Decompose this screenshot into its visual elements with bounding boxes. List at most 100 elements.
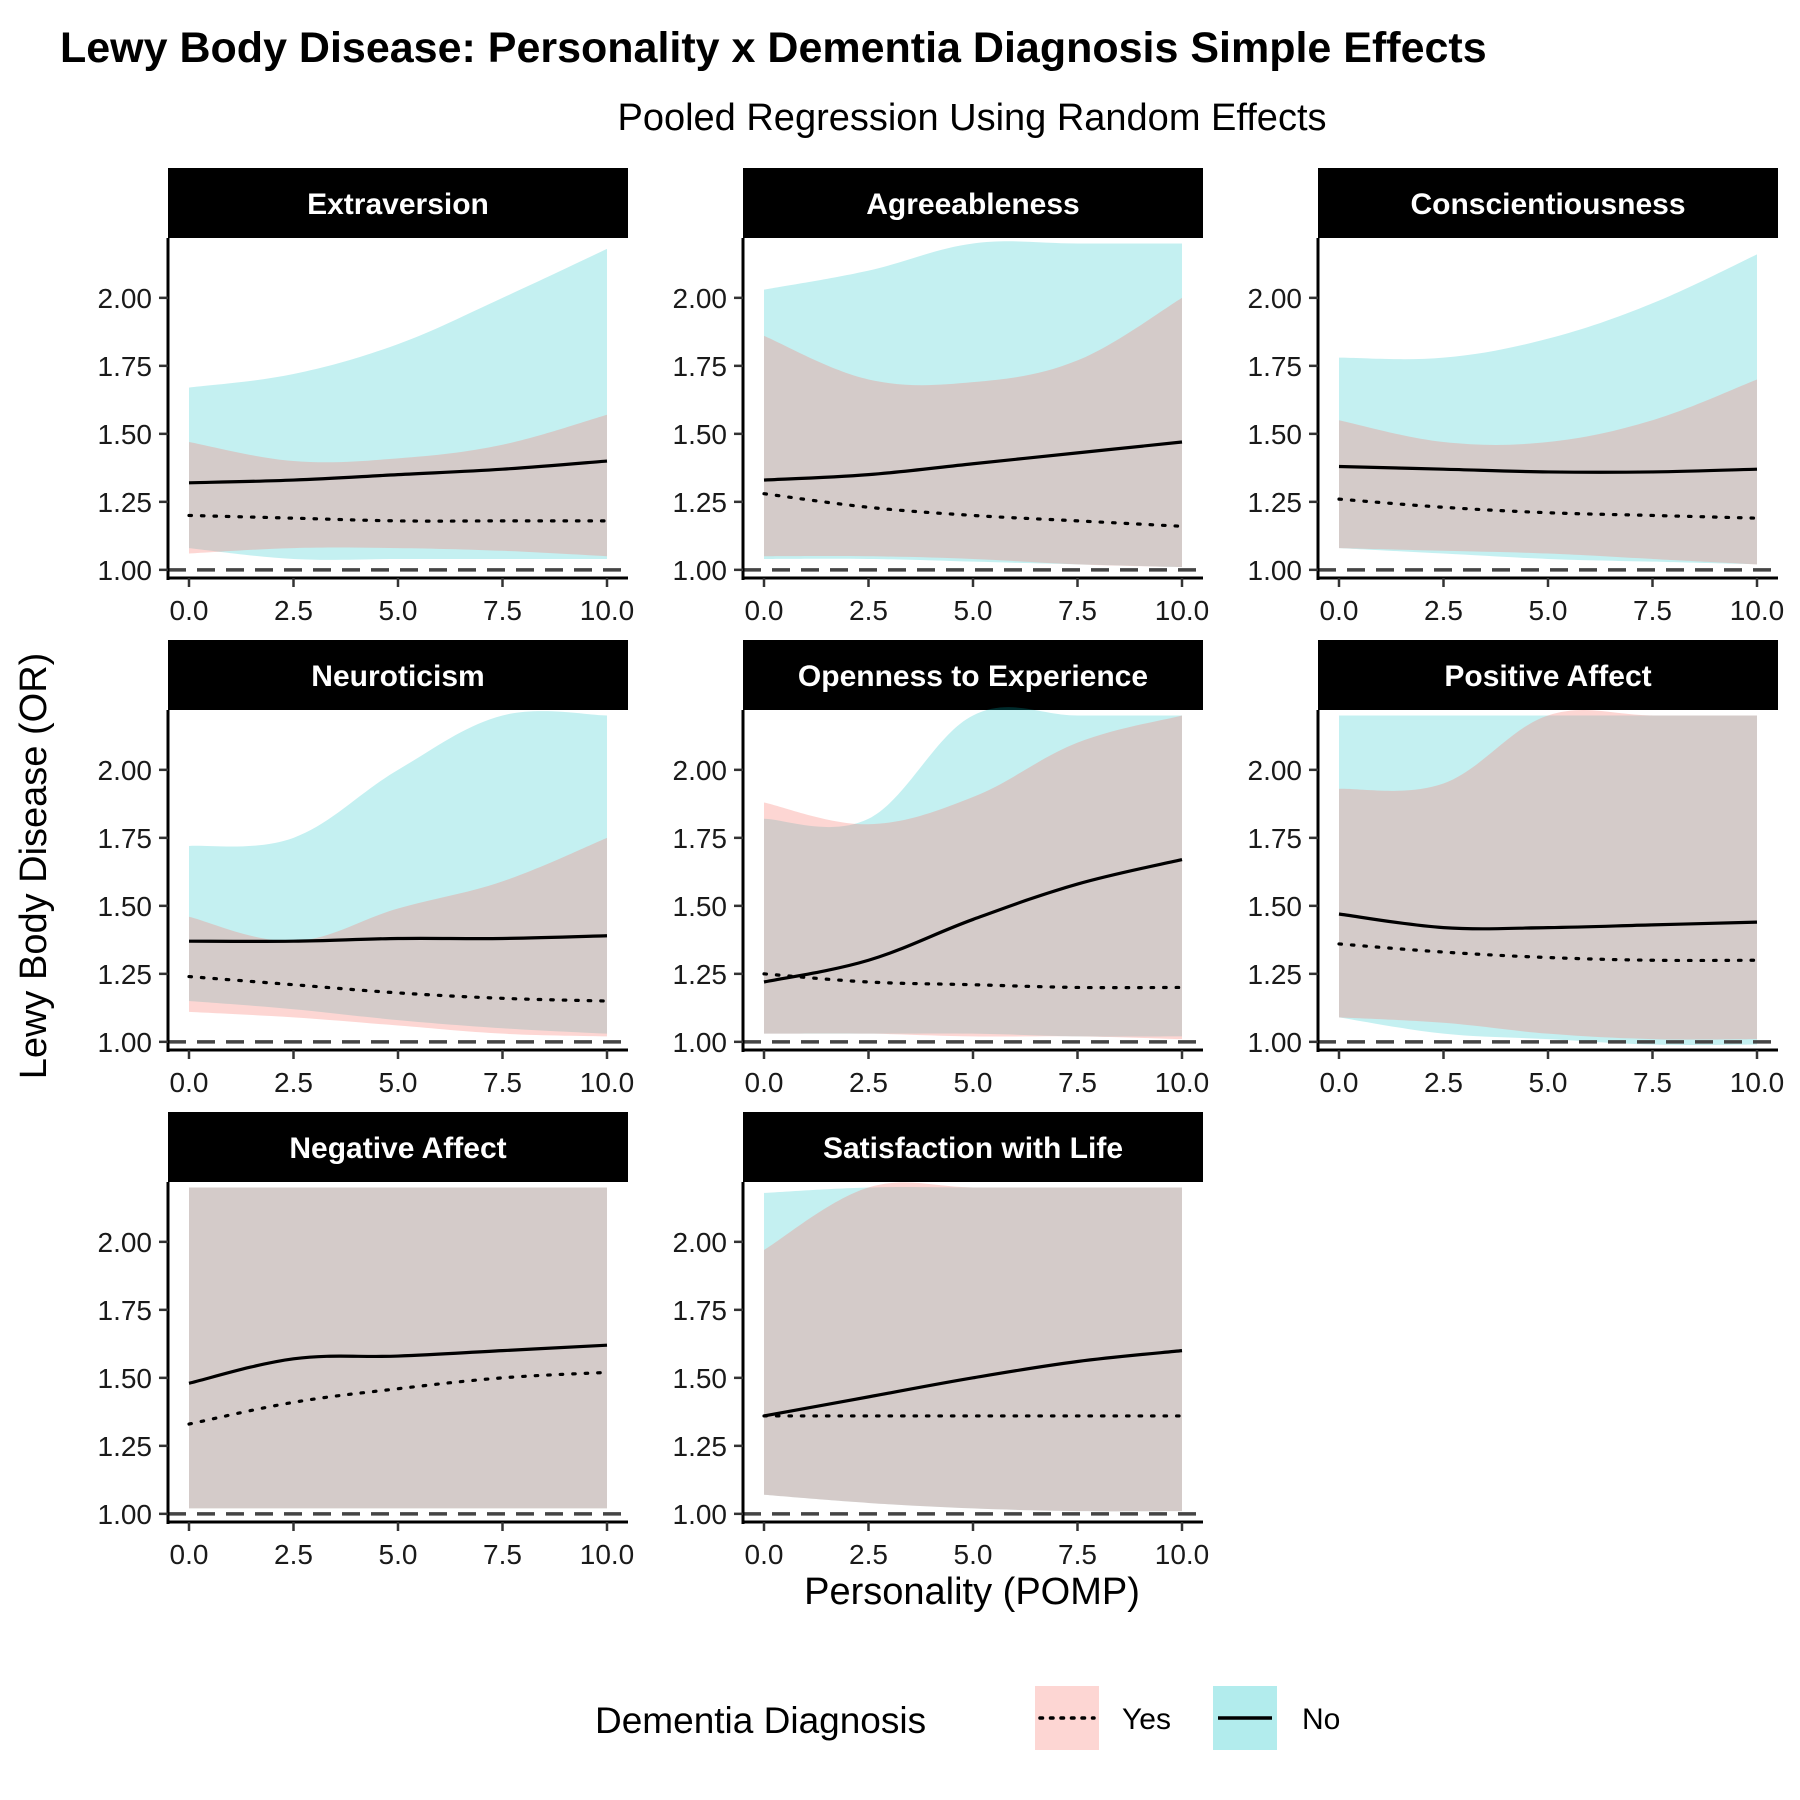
y-tick-label: 2.00 [98, 755, 153, 786]
legend-key-yes [1035, 1686, 1099, 1750]
x-tick-label: 10.0 [580, 595, 635, 626]
x-tick-label: 5.0 [1529, 595, 1568, 626]
x-tick-label: 5.0 [1529, 1067, 1568, 1098]
panel-title: Conscientiousness [1410, 188, 1685, 221]
panel-extraversion: Extraversion 1.00 1.25 1.50 1.75 2.00 0.0 2.5 5.… [98, 168, 635, 626]
x-tick-label: 0.0 [745, 595, 784, 626]
ribbon-yes [189, 1187, 607, 1509]
panel-strip [743, 640, 1203, 710]
ribbon-no [1339, 254, 1757, 565]
line-yes [187, 513, 609, 523]
x-tick-label: 10.0 [1155, 1067, 1210, 1098]
y-tick-label: 1.50 [98, 1363, 153, 1394]
y-tick-label: 1.50 [673, 1363, 728, 1394]
panel-strip [168, 640, 628, 710]
panel-title: Agreeableness [866, 188, 1079, 221]
ribbon-no [1339, 715, 1757, 1045]
x-tick-label: 2.5 [1424, 1067, 1463, 1098]
ribbon-yes [764, 1182, 1182, 1512]
line-yes [1337, 497, 1759, 520]
ribbon-no [189, 248, 607, 560]
x-tick-label: 5.0 [379, 595, 418, 626]
y-axis-title: Lewy Body Disease (OR) [13, 653, 55, 1080]
panel-strip [168, 168, 628, 238]
panel-strip [743, 168, 1203, 238]
y-tick-label: 1.25 [98, 487, 153, 518]
x-tick-label: 5.0 [954, 1067, 993, 1098]
x-tick-label: 7.5 [1058, 1067, 1097, 1098]
panel-neuroticism: Neuroticism 1.00 1.25 1.50 1.75 2.00 0.0 2.5 5.0… [98, 640, 635, 1098]
line-no [1338, 464, 1758, 474]
legend-label-yes: Yes [1122, 1703, 1171, 1736]
panel-positive-affect: Positive Affect 1.00 1.25 1.50 1.75 2.00 0.0 2.… [1248, 640, 1785, 1098]
y-tick-label: 1.00 [673, 1027, 728, 1058]
x-tick-label: 5.0 [379, 1539, 418, 1570]
y-tick-label: 1.50 [1248, 891, 1303, 922]
ribbon-no [764, 1187, 1182, 1512]
chart-subtitle: Pooled Regression Using Random Effects [617, 97, 1326, 139]
ribbon-no [189, 711, 607, 1034]
y-tick-label: 1.75 [1248, 351, 1303, 382]
y-tick-label: 1.00 [673, 1499, 728, 1530]
y-tick-label: 1.00 [98, 1499, 153, 1530]
y-tick-label: 1.00 [98, 555, 153, 586]
panel-strip [1318, 640, 1778, 710]
y-tick-label: 1.50 [1248, 419, 1303, 450]
line-no [763, 858, 1183, 984]
panel-agreeableness: Agreeableness 1.00 1.25 1.50 1.75 2.00 0.0 2.5 5… [673, 168, 1209, 626]
line-no [1338, 912, 1758, 931]
y-tick-label: 1.25 [98, 959, 153, 990]
x-tick-label: 0.0 [1320, 1067, 1359, 1098]
ribbon-no [764, 241, 1182, 568]
y-tick-label: 1.75 [1248, 823, 1303, 854]
x-tick-label: 2.5 [1424, 595, 1463, 626]
x-tick-label: 2.5 [849, 1539, 888, 1570]
x-tick-label: 0.0 [745, 1067, 784, 1098]
x-tick-label: 5.0 [954, 1539, 993, 1570]
line-no [763, 440, 1183, 482]
y-tick-label: 1.00 [673, 555, 728, 586]
line-no [188, 934, 608, 944]
line-yes [762, 492, 1184, 528]
x-tick-label: 10.0 [580, 1067, 635, 1098]
y-tick-label: 1.00 [98, 1027, 153, 1058]
x-tick-label: 10.0 [1730, 1067, 1785, 1098]
y-tick-label: 2.00 [673, 1227, 728, 1258]
panel-title: Extraversion [307, 188, 489, 221]
y-tick-label: 1.00 [1248, 555, 1303, 586]
y-tick-label: 1.50 [98, 891, 153, 922]
legend: Dementia Diagnosis Yes No [595, 1686, 1340, 1750]
x-tick-label: 2.5 [849, 1067, 888, 1098]
panel-title: Satisfaction with Life [823, 1132, 1123, 1165]
y-tick-label: 1.75 [673, 351, 728, 382]
y-tick-label: 1.25 [1248, 487, 1303, 518]
y-tick-label: 1.75 [98, 1295, 153, 1326]
panel-title: Positive Affect [1444, 660, 1651, 693]
panel-openness-to-experience: Openness to Experience 1.00 1.25 1.50 1.75 2.… [673, 640, 1210, 1098]
x-tick-label: 10.0 [1155, 1539, 1210, 1570]
x-tick-label: 10.0 [1730, 595, 1785, 626]
panel-negative-affect: Negative Affect 1.00 1.25 1.50 1.75 2.00 0.0 2.… [98, 1112, 635, 1570]
x-tick-label: 0.0 [170, 1539, 209, 1570]
y-tick-label: 1.75 [98, 823, 153, 854]
line-yes [187, 974, 609, 1003]
facet-panels: Extraversion 1.00 1.25 1.50 1.75 2.00 0.0 2.5 5.… [98, 168, 1785, 1570]
y-tick-label: 1.25 [673, 959, 728, 990]
x-tick-label: 2.5 [274, 595, 313, 626]
x-tick-label: 7.5 [1058, 595, 1097, 626]
x-tick-label: 0.0 [1320, 595, 1359, 626]
x-tick-label: 5.0 [954, 595, 993, 626]
panel-satisfaction-with-life: Satisfaction with Life 1.00 1.25 1.50 1.75 2.… [673, 1112, 1210, 1570]
x-tick-label: 10.0 [580, 1539, 635, 1570]
x-tick-label: 5.0 [379, 1067, 418, 1098]
x-tick-label: 7.5 [483, 1539, 522, 1570]
x-tick-label: 7.5 [483, 595, 522, 626]
x-tick-label: 2.5 [274, 1539, 313, 1570]
ribbon-yes [764, 297, 1182, 568]
panel-strip [1318, 168, 1778, 238]
line-yes [187, 1370, 609, 1426]
chart-title: Lewy Body Disease: Personality x Dementi… [60, 24, 1487, 72]
y-tick-label: 1.75 [673, 823, 728, 854]
line-yes [1337, 942, 1759, 963]
